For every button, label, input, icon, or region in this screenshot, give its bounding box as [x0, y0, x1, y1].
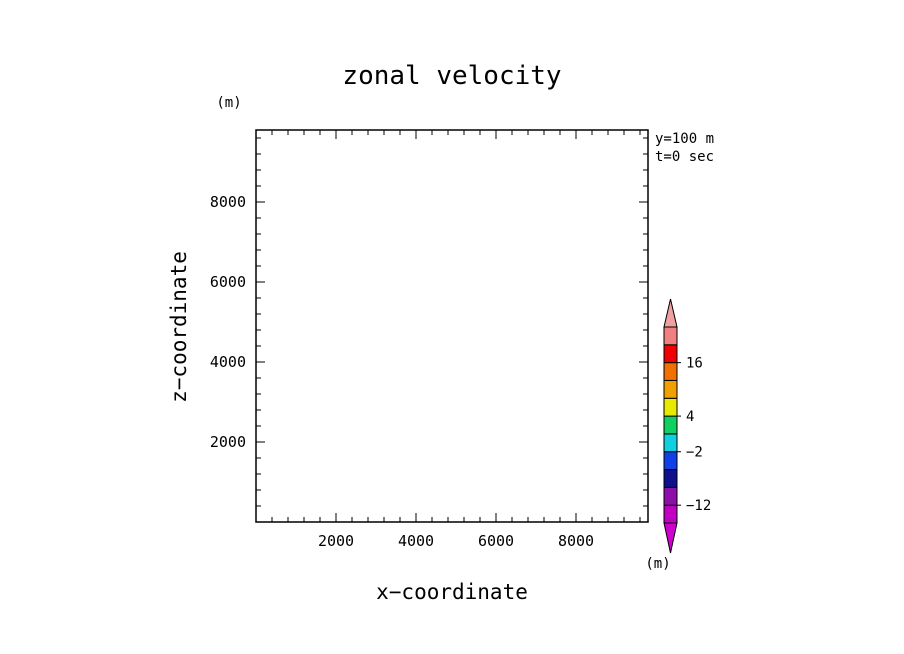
colorbar-tick-label: 16 [686, 356, 703, 372]
y-tick-label: 6000 [210, 273, 246, 291]
colorbar-extend-high [663, 298, 678, 328]
colorbar-segment [663, 326, 678, 346]
colorbar-tick-label: −12 [686, 498, 711, 514]
colorbar-segment [663, 504, 678, 524]
y-tick-label: 8000 [210, 193, 246, 211]
y-axis-tick-labels: 2000 4000 6000 8000 [210, 193, 246, 451]
x-tick-label: 8000 [558, 532, 594, 550]
x-axis-unit: (m) [645, 556, 670, 572]
colorbar-segment [663, 362, 678, 381]
time-annotation: t=0 sec [655, 149, 714, 165]
x-tick-label: 2000 [318, 532, 354, 550]
y-axis-unit: (m) [216, 95, 241, 111]
colorbar-tick-label: −2 [686, 445, 703, 461]
colorbar-segment [663, 486, 678, 506]
y-axis-ticks [256, 137, 648, 507]
colorbar-segment [663, 433, 678, 453]
colorbar: 16 4 −2 −12 [663, 298, 711, 554]
x-tick-label: 4000 [398, 532, 434, 550]
chart-title: zonal velocity [342, 61, 561, 91]
x-tick-label: 6000 [478, 532, 514, 550]
colorbar-tick-label: 4 [686, 409, 694, 425]
y-tick-label: 2000 [210, 433, 246, 451]
colorbar-segment [663, 415, 678, 435]
y-tick-label: 4000 [210, 353, 246, 371]
x-axis-tick-labels: 2000 4000 6000 8000 [318, 532, 594, 550]
colorbar-segment [663, 344, 678, 364]
y-position-annotation: y=100 m [655, 131, 714, 147]
x-axis-label: x−coordinate [376, 580, 528, 604]
y-axis-label: z−coordinate [167, 251, 191, 403]
colorbar-segment [663, 469, 678, 488]
plot-area [255, 129, 649, 523]
colorbar-segment [663, 379, 678, 399]
x-axis-ticks [271, 130, 641, 522]
colorbar-segment [663, 451, 678, 471]
colorbar-segment [663, 397, 678, 417]
colorbar-extend-low [663, 522, 678, 554]
